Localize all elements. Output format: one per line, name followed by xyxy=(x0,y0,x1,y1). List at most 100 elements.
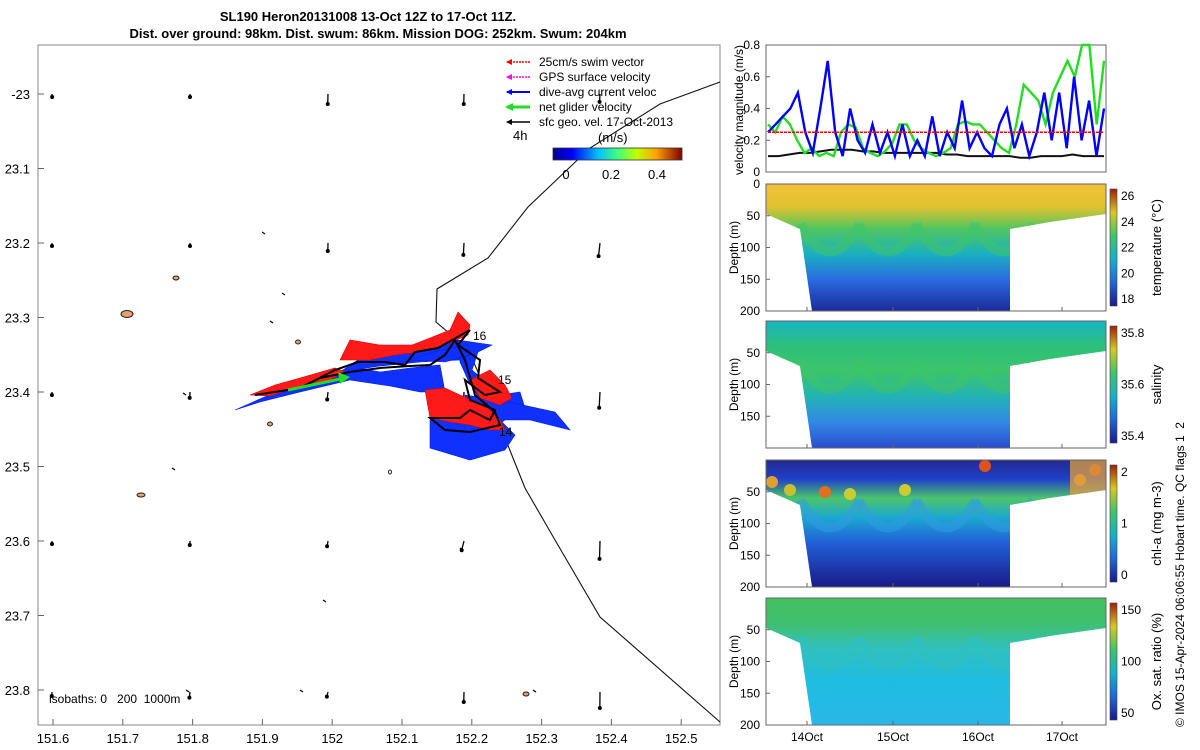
velocity-y-label: velocity magnitude (m/s) xyxy=(732,45,746,175)
geo-arrow-head xyxy=(461,101,466,106)
date-tick: 14Oct xyxy=(791,730,824,744)
map-frame xyxy=(37,44,721,726)
section-wave xyxy=(853,221,923,257)
chl-hotspot xyxy=(784,484,796,496)
section-colorbar xyxy=(1109,188,1118,307)
section-wave xyxy=(853,358,923,394)
section-panel-4: 50 100 150 200 Depth (m) 50 100 150 Ox. sat. rat… xyxy=(727,597,1164,732)
geo-arrow xyxy=(299,689,304,693)
colorbar-tick-label: 0 xyxy=(1121,568,1128,582)
map-x-tick-label: 152 xyxy=(321,731,343,746)
reef-island xyxy=(267,421,273,427)
geo-arrow-head xyxy=(49,392,54,397)
map-x-tick-label: 152.5 xyxy=(665,731,698,746)
map-x-tick-label: 151.8 xyxy=(176,731,209,746)
colorbar-tick-label: 26 xyxy=(1121,189,1135,203)
map-y-tick-label: -23 xyxy=(11,87,30,102)
section-wave xyxy=(853,635,923,671)
geo-arrow-head xyxy=(50,244,54,248)
velocity-y-tick-label: 0 xyxy=(753,165,760,179)
section-y-tick-label: 100 xyxy=(740,378,760,392)
legend-item-sfc-geo-velocity: sfc geo. vel. 17-Oct-2013 xyxy=(506,115,673,129)
reef-island xyxy=(295,339,301,345)
section-y-tick-label: 50 xyxy=(747,485,761,499)
svg-text:sfc geo. vel. 17-Oct-2013: sfc geo. vel. 17-Oct-2013 xyxy=(539,115,673,129)
reef-island xyxy=(120,310,134,318)
reef-island xyxy=(522,691,530,697)
section-y-tick-label: 100 xyxy=(740,655,760,669)
section-colorbar xyxy=(1109,325,1118,444)
colorbar-tick-label: 35.4 xyxy=(1121,429,1145,443)
section-y-tick-label: 100 xyxy=(740,517,760,531)
legend-item-net-glider-velocity: net glider velocity xyxy=(505,100,632,114)
title-line-1: SL190 Heron20131008 13-Oct 12Z to 17-Oct… xyxy=(220,9,516,24)
chl-hotspot xyxy=(844,488,856,500)
section-y-tick-label: 150 xyxy=(740,548,760,562)
svg-text:net glider velocity: net glider velocity xyxy=(539,100,632,114)
map-x-tick-label: 152.1 xyxy=(386,731,419,746)
geo-arrow xyxy=(281,292,286,296)
geo-arrow xyxy=(182,392,187,396)
map-x-tick-label: 151.6 xyxy=(37,731,70,746)
geo-arrow-head xyxy=(188,95,192,99)
chl-hotspot xyxy=(819,486,831,498)
velocity-y-tick-label: 0.4 xyxy=(743,102,760,116)
map-legend: 25cm/s swim vector GPS surface velocity … xyxy=(505,55,683,182)
section-colorbar xyxy=(1109,602,1118,721)
colorbar-tick-label: 18 xyxy=(1121,292,1135,306)
velocity-y-tick-label: 0.8 xyxy=(743,38,760,52)
chl-hotspot xyxy=(979,460,991,472)
colorbar-tick-label: 2 xyxy=(1121,465,1128,479)
section-wave xyxy=(795,497,865,533)
colorbar-tick-label: 22 xyxy=(1121,241,1135,255)
colorbar-label: chl-a (mg m-3) xyxy=(1149,481,1164,566)
geo-arrow-head xyxy=(188,244,192,248)
geo-arrow-head xyxy=(597,405,602,410)
reef-island xyxy=(172,275,180,281)
glider-track xyxy=(254,329,503,434)
colorbar-tick-label: 1 xyxy=(1121,517,1128,531)
geo-arrow xyxy=(322,599,327,603)
map-y-tick-label: 23.2 xyxy=(5,236,30,251)
map-y-tick-label: 23.8 xyxy=(5,683,30,698)
section-wave xyxy=(795,358,865,394)
map-y-tick-label: 23.3 xyxy=(5,311,30,326)
colorbar-tick-label: 150 xyxy=(1121,603,1141,617)
map-y-tick-label: 23.6 xyxy=(5,534,30,549)
section-y-label: Depth (m) xyxy=(727,635,741,688)
chl-hotspot xyxy=(1070,460,1106,495)
colorbar-tick-label: 50 xyxy=(1121,706,1135,720)
map-y-ticks: -23 23.1 23.2 23.3 23.4 23.5 23.6 23.7 23.8 xyxy=(5,87,44,698)
map-x-tick-label: 152.2 xyxy=(456,731,489,746)
section-y-label: Depth (m) xyxy=(727,358,741,411)
map-x-ticks: 151.6 151.7 151.8 151.9 152 152.1 152.2 152.3 15… xyxy=(37,719,698,746)
geo-arrow-head xyxy=(461,699,466,704)
map-x-tick-label: 151.7 xyxy=(107,731,140,746)
section-colorbar xyxy=(1109,464,1118,583)
geo-arrow xyxy=(597,242,601,257)
reef-island xyxy=(388,469,392,475)
geo-arrow-head xyxy=(50,542,54,546)
section-wave xyxy=(911,221,981,257)
geo-arrow-head xyxy=(49,693,54,698)
date-axis: 14Oct 15Oct 16Oct 17Oct xyxy=(791,730,1079,744)
geo-arrow-head xyxy=(597,705,602,710)
speed-colorbar xyxy=(552,147,683,161)
chl-hotspot xyxy=(766,476,778,488)
colorbar-tick-label: 35.8 xyxy=(1121,326,1145,340)
section-y-tick-label: 50 xyxy=(747,623,761,637)
velocity-y-tick-label: 0.6 xyxy=(743,70,760,84)
date-tick: 17Oct xyxy=(1046,730,1079,744)
section-y-label: Depth (m) xyxy=(727,221,741,274)
velocity-series xyxy=(767,43,1106,161)
map-x-tick-label: 152.4 xyxy=(595,731,628,746)
colorbar-tick: 0.4 xyxy=(648,167,666,182)
geo-arrow-head xyxy=(325,397,330,402)
geo-arrow-head xyxy=(324,694,329,699)
interval-label: 4h xyxy=(513,128,527,143)
date-tick: 16Oct xyxy=(962,730,995,744)
colorbar-label: temperature (°C) xyxy=(1149,199,1164,296)
geo-arrow-head xyxy=(597,99,602,104)
section-wave xyxy=(795,221,865,257)
